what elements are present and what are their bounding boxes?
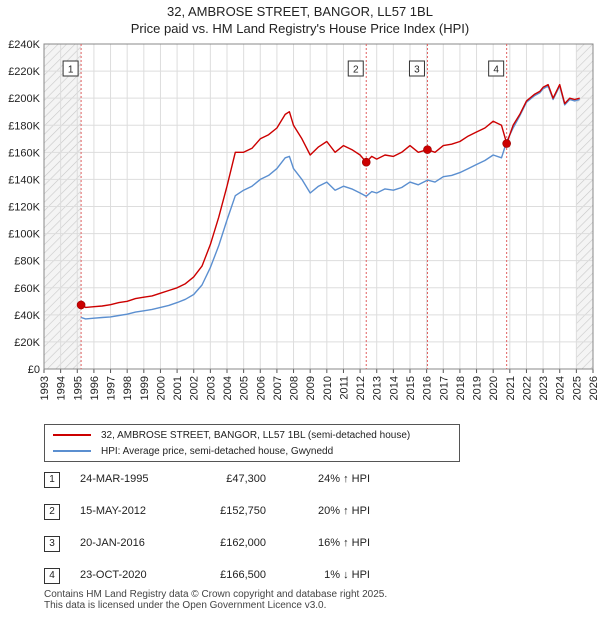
sale-hpi-diff: 1% ↓ HPI <box>324 569 370 581</box>
chart-title: 32, AMBROSE STREET, BANGOR, LL57 1BL <box>167 4 433 19</box>
x-tick-label: 2023 <box>538 376 550 400</box>
sale-point <box>423 145 432 154</box>
chart-title-block: 32, AMBROSE STREET, BANGOR, LL57 1BL Pri… <box>0 3 600 37</box>
x-tick-label: 2017 <box>438 376 450 400</box>
y-tick-label: £80K <box>14 256 40 268</box>
y-tick-label: £20K <box>14 337 40 349</box>
sale-number-badge: 3 <box>44 536 60 552</box>
sale-number-box <box>347 60 364 77</box>
footer-licence: This data is licensed under the Open Gov… <box>44 600 327 611</box>
sale-hpi-diff: 24% ↑ HPI <box>318 473 370 485</box>
x-tick-label: 2004 <box>222 376 234 400</box>
sale-date: 24-MAR-1995 <box>80 473 149 485</box>
y-tick-label: £40K <box>14 310 40 322</box>
footer-copyright: Contains HM Land Registry data © Crown c… <box>44 589 388 600</box>
table-row: 1 24-MAR-1995 £47,300 24% ↑ HPI <box>44 472 444 490</box>
x-tick-label: 1998 <box>122 376 134 400</box>
x-tick-label: 2000 <box>155 376 167 400</box>
table-row: 2 15-MAY-2012 £152,750 20% ↑ HPI <box>44 504 444 522</box>
sale-date: 20-JAN-2016 <box>80 537 145 549</box>
x-tick-label: 2001 <box>172 376 184 400</box>
y-tick-label: £200K <box>8 93 40 105</box>
y-tick-label: £160K <box>8 147 40 159</box>
x-tick-label: 2012 <box>355 376 367 400</box>
legend-swatch-price <box>53 434 91 437</box>
y-tick-label: £100K <box>8 229 40 241</box>
sale-number-badge: 2 <box>44 504 60 520</box>
legend-swatch-hpi <box>53 450 91 453</box>
sale-number-label: 4 <box>493 65 499 76</box>
x-tick-label: 2025 <box>571 376 583 400</box>
x-tick-label: 1996 <box>89 376 101 400</box>
legend-label-hpi: HPI: Average price, semi-detached house,… <box>101 446 334 457</box>
x-tick-label: 2026 <box>588 376 600 400</box>
plot-frame <box>43 43 594 370</box>
sale-point <box>76 300 86 310</box>
y-tick-label: £220K <box>8 66 40 78</box>
sale-price: £47,300 <box>226 473 266 485</box>
x-tick-label: 2013 <box>372 376 384 400</box>
x-tick-label: 2018 <box>455 376 467 400</box>
legend-item-hpi: HPI: Average price, semi-detached house,… <box>53 444 333 460</box>
sale-price: £162,000 <box>220 537 266 549</box>
sale-price: £166,500 <box>220 569 266 581</box>
x-tick-label: 2020 <box>488 376 500 400</box>
x-tick-label: 2006 <box>255 376 267 400</box>
sale-point <box>361 157 371 167</box>
sale-date: 15-MAY-2012 <box>80 505 147 517</box>
sale-number-label: 1 <box>68 65 74 76</box>
price-paid-line <box>80 83 580 309</box>
sale-date: 23-OCT-2020 <box>80 569 147 581</box>
sale-number-label: 3 <box>414 65 420 76</box>
sale-hpi-diff: 16% ↑ HPI <box>318 537 370 549</box>
sale-number-label: 2 <box>353 65 359 76</box>
sale-number-box <box>62 60 79 77</box>
x-tick-label: 2007 <box>272 376 284 400</box>
y-tick-label: £60K <box>14 283 40 295</box>
x-tick-label: 1994 <box>56 376 68 400</box>
x-tick-label: 2015 <box>405 376 417 400</box>
sale-number-badge: 4 <box>44 568 60 584</box>
x-tick-label: 2022 <box>521 376 533 400</box>
x-tick-label: 1995 <box>72 376 84 400</box>
footer: Contains HM Land Registry data © Crown c… <box>44 589 387 611</box>
sale-point <box>502 139 511 148</box>
sale-number-box <box>408 60 425 77</box>
x-tick-label: 2014 <box>388 376 400 400</box>
x-tick-label: 2011 <box>338 376 350 400</box>
legend-item-price: 32, AMBROSE STREET, BANGOR, LL57 1BL (se… <box>53 428 410 444</box>
y-tick-label: £120K <box>8 202 40 214</box>
x-tick-label: 2005 <box>239 376 251 400</box>
y-tick-label: £180K <box>8 120 40 132</box>
y-tick-label: £0 <box>28 364 40 376</box>
legend-label-price: 32, AMBROSE STREET, BANGOR, LL57 1BL (se… <box>101 430 411 441</box>
x-tick-label: 2008 <box>289 376 301 400</box>
x-tick-label: 2024 <box>555 376 567 400</box>
table-row: 3 20-JAN-2016 £162,000 16% ↑ HPI <box>44 536 444 554</box>
x-tick-label: 2002 <box>189 376 201 400</box>
sale-hpi-diff: 20% ↑ HPI <box>318 505 370 517</box>
y-tick-label: £240K <box>8 39 40 51</box>
x-tick-label: 2009 <box>305 376 317 400</box>
x-tick-label: 1999 <box>139 376 151 400</box>
x-tick-label: 2021 <box>505 376 517 400</box>
x-tick-label: 2003 <box>205 376 217 400</box>
chart-plot: £0 £20K £40K £60K £80K £100K £120K £140K £160K £1… <box>8 39 600 400</box>
sale-price: £152,750 <box>220 505 266 517</box>
legend: 32, AMBROSE STREET, BANGOR, LL57 1BL (se… <box>44 424 460 462</box>
sale-number-box <box>488 60 505 77</box>
x-tick-label: 2019 <box>472 376 484 400</box>
sale-number-badge: 1 <box>44 472 60 488</box>
hpi-line <box>80 85 580 320</box>
x-tick-label: 1993 <box>39 376 51 400</box>
y-tick-label: £140K <box>8 174 40 186</box>
table-row: 4 23-OCT-2020 £166,500 1% ↓ HPI <box>44 568 444 586</box>
x-tick-label: 2010 <box>322 376 334 400</box>
chart-subtitle: Price paid vs. HM Land Registry's House … <box>130 21 470 36</box>
x-tick-label: 2016 <box>422 376 434 400</box>
x-tick-label: 1997 <box>106 376 118 400</box>
